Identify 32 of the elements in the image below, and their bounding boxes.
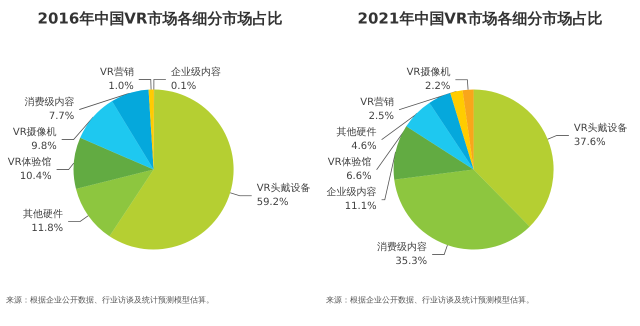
- slice-label: VR营销: [360, 96, 394, 108]
- data-label: 6.6%: [346, 171, 372, 182]
- data-label: 11.1%: [344, 201, 377, 212]
- data-label: 37.6%: [574, 136, 606, 148]
- slice-label: VR体验馆: [328, 156, 372, 168]
- slice-label: VR摄像机: [406, 66, 450, 78]
- slice-label: 消费级内容: [377, 241, 428, 254]
- data-label: 35.3%: [395, 256, 428, 268]
- slice-label: 消费级内容: [24, 96, 74, 108]
- slice-label: VR摄像机: [12, 126, 57, 138]
- data-label: 10.4%: [20, 171, 52, 182]
- source-note: 来源：根据企业公开数据、行业访谈及统计预测模型估算。: [6, 296, 214, 304]
- slice-label: 企业级内容: [170, 66, 221, 78]
- data-label: 59.2%: [256, 197, 288, 208]
- data-label: 4.6%: [351, 141, 377, 152]
- chart-title: 2021年中国VR市场各细分市场占比: [358, 10, 602, 28]
- chart-title: 2016年中国VR市场各细分市场占比: [38, 10, 282, 28]
- data-label: 2.5%: [368, 111, 394, 122]
- data-label: 0.1%: [170, 81, 196, 92]
- data-label: 2.2%: [424, 81, 450, 92]
- data-label: 11.8%: [31, 223, 64, 234]
- slice-label: 其他硬件: [336, 126, 377, 138]
- data-label: 1.0%: [108, 81, 134, 92]
- data-label: 9.8%: [31, 141, 57, 152]
- slice-label: 其他硬件: [23, 208, 64, 220]
- data-label: 7.7%: [48, 111, 74, 122]
- slice-label: VR营销: [100, 66, 134, 78]
- slice-label: VR头戴设备: [574, 122, 628, 134]
- slice-label: 企业级内容: [326, 186, 377, 198]
- slice-label: VR头戴设备: [256, 182, 310, 194]
- source-note: 来源：根据企业公开数据、行业访谈及统计预测模型估算。: [326, 296, 534, 304]
- slice-label: VR体验馆: [8, 156, 52, 168]
